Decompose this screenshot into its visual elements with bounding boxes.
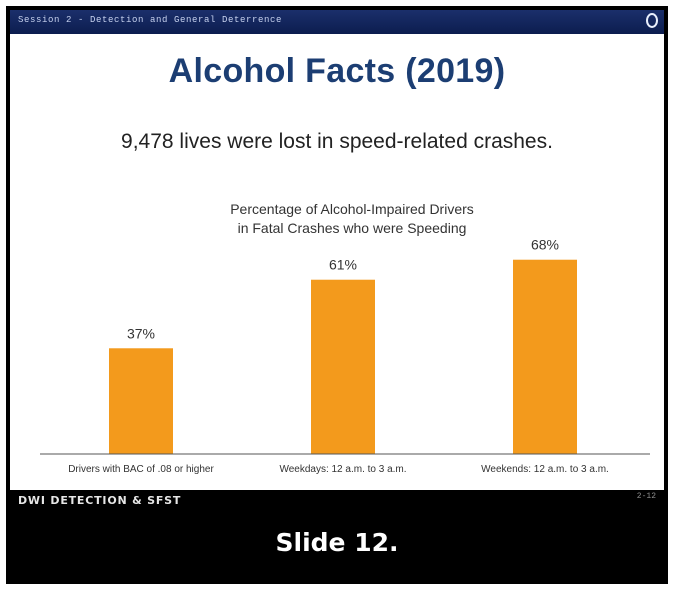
bar-value-label-1: 37% — [127, 325, 155, 341]
bar-1 — [109, 348, 173, 454]
category-label-3: Weekends: 12 a.m. to 3 a.m. — [481, 464, 609, 475]
session-header-bar: Session 2 - Detection and General Deterr… — [10, 10, 664, 34]
footer-bar: DWI DETECTION & SFST 2-12 — [10, 490, 664, 512]
logo-icon — [646, 13, 658, 28]
slide-frame: Session 2 - Detection and General Deterr… — [6, 6, 668, 584]
page-number: 2-12 — [636, 492, 656, 501]
category-label-2: Weekdays: 12 a.m. to 3 a.m. — [279, 464, 406, 475]
slide-title: Alcohol Facts (2019) — [168, 52, 506, 90]
chart-title-line-2: in Fatal Crashes who were Speeding — [238, 220, 467, 236]
chart-title-line-1: Percentage of Alcohol-Impaired Drivers — [230, 201, 474, 217]
bar-3 — [513, 259, 577, 454]
slide-subtitle: 9,478 lives were lost in speed-related c… — [121, 130, 553, 153]
bar-2 — [311, 279, 375, 454]
program-label: DWI DETECTION & SFST — [18, 494, 182, 507]
bar-value-label-2: 61% — [329, 257, 357, 273]
slide: Session 2 - Detection and General Deterr… — [10, 10, 664, 490]
slide-caption: Slide 12. — [275, 528, 399, 557]
session-label: Session 2 - Detection and General Deterr… — [18, 15, 283, 25]
bar-value-label-3: 68% — [531, 237, 559, 253]
category-label-1: Drivers with BAC of .08 or higher — [68, 464, 214, 475]
bar-chart: Percentage of Alcohol-Impaired Drivers i… — [40, 201, 650, 475]
